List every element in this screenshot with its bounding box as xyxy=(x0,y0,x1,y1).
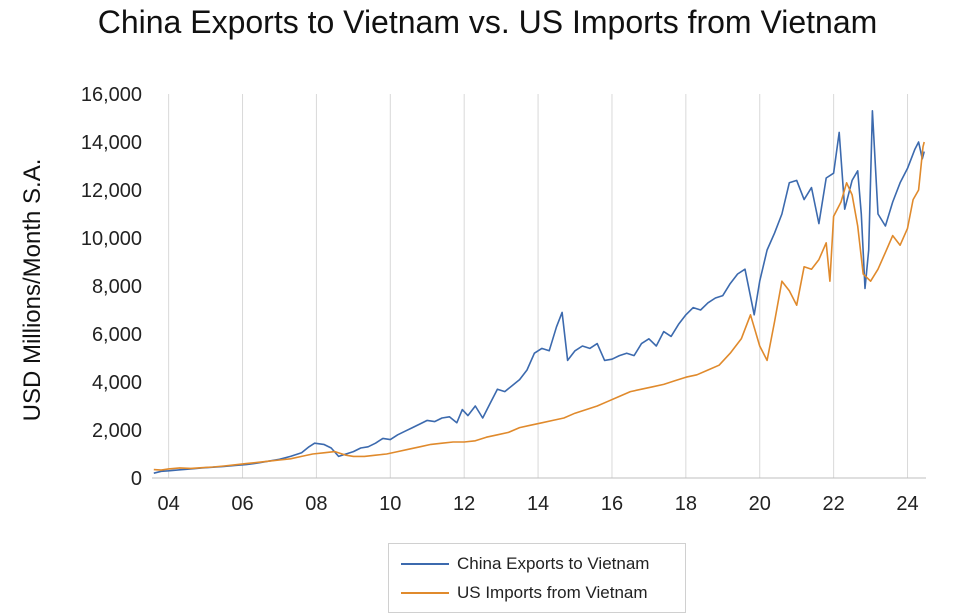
y-tick-labels: 0 2,000 4,000 6,000 8,000 10,000 12,000 14,000 1… xyxy=(81,84,142,490)
line-chart: 0 2,000 4,000 6,000 8,000 10,000 12,000 14,000 1… xyxy=(81,84,926,515)
legend-label-us-imports: US Imports from Vietnam xyxy=(457,583,648,602)
x-tick-label: 12 xyxy=(453,493,475,515)
y-tick-label: 10,000 xyxy=(81,228,142,250)
grid-layer xyxy=(168,94,909,478)
legend-item-china-exports: China Exports to Vietnam xyxy=(401,552,649,576)
legend-item-us-imports: US Imports from Vietnam xyxy=(401,581,648,605)
series-line-us-imports xyxy=(153,141,925,471)
legend-swatch-us-imports xyxy=(401,592,449,594)
legend: China Exports to Vietnam US Imports from… xyxy=(388,543,686,613)
x-tick-labels: 04 06 08 10 12 14 16 18 20 22 24 xyxy=(158,493,919,515)
x-tick-label: 10 xyxy=(379,493,401,515)
x-tick-label: 06 xyxy=(231,493,253,515)
x-tick-label: 22 xyxy=(823,493,845,515)
y-tick-label: 16,000 xyxy=(81,84,142,106)
y-tick-label: 4,000 xyxy=(92,372,142,394)
y-tick-label: 8,000 xyxy=(92,276,142,298)
x-tick-label: 08 xyxy=(305,493,327,515)
series-layer xyxy=(153,110,925,474)
y-tick-label: 2,000 xyxy=(92,420,142,442)
y-tick-label: 6,000 xyxy=(92,324,142,346)
x-tick-label: 20 xyxy=(749,493,771,515)
legend-swatch-china-exports xyxy=(401,563,449,565)
x-tick-label: 04 xyxy=(158,493,180,515)
y-tick-label: 14,000 xyxy=(81,132,142,154)
series-line-china-exports xyxy=(153,110,925,474)
y-tick-label: 0 xyxy=(131,468,142,490)
chart-title: China Exports to Vietnam vs. US Imports … xyxy=(97,4,878,40)
legend-label-china-exports: China Exports to Vietnam xyxy=(457,554,650,573)
x-tick-label: 14 xyxy=(527,493,549,515)
x-tick-label: 18 xyxy=(675,493,697,515)
y-tick-label: 12,000 xyxy=(81,180,142,202)
x-tick-label: 24 xyxy=(896,493,918,515)
x-tick-label: 16 xyxy=(601,493,623,515)
